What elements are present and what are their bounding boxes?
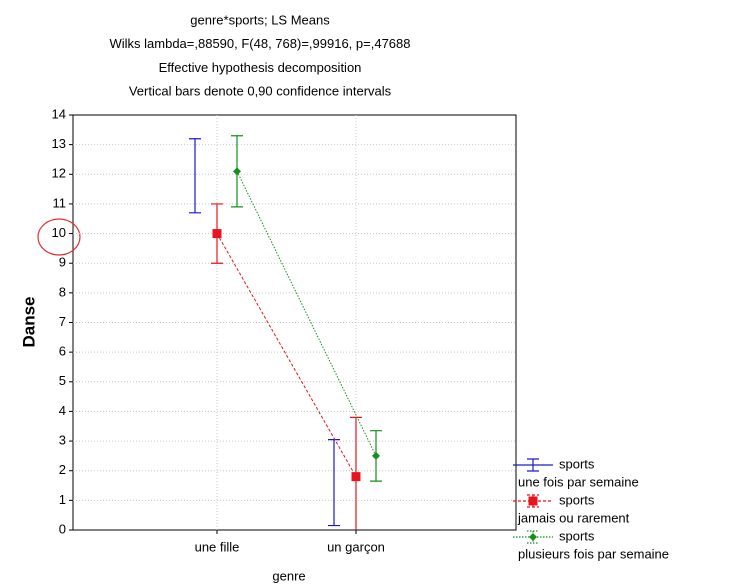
error-bar [189,138,201,214]
chart-title: genre*sports; LS Means [190,12,330,27]
x-tick-label: une fille [195,539,240,554]
y-axis-label: Danse [19,296,38,347]
series-line [216,233,357,477]
y-tick-label: 11 [53,195,67,210]
point [233,167,241,176]
point [351,472,361,482]
y-tick-label: 4 [59,403,66,418]
chart-title: Wilks lambda=,88590, F(48, 768)=,99916, … [109,36,410,51]
legend-symbol [513,458,553,472]
legend-label: une fois par semaine [518,474,639,489]
y-tick-label: 14 [52,106,66,121]
legend-marker [529,533,537,541]
error-bar [328,438,340,527]
y-tick-label: 9 [59,255,66,270]
y-tick-label: 3 [59,433,66,448]
y-tick-label: 8 [59,284,66,299]
y-tick-label: 6 [59,344,66,359]
point [372,451,380,460]
legend-label: sports [559,456,595,471]
y-tick-label: 0 [59,521,66,536]
legend-marker [528,496,538,506]
y-tick-label: 10 [52,225,66,240]
legend-label: sports [559,492,595,507]
y-tick-label: 5 [59,373,66,388]
legend-label: jamais ou rarement [517,510,630,525]
chart-title: Effective hypothesis decomposition [159,60,362,75]
y-tick-label: 1 [59,492,66,507]
y-tick-label: 12 [52,166,66,181]
chart-title: Vertical bars denote 0,90 confidence int… [129,84,392,99]
y-tick-label: 13 [52,136,66,151]
y-tick-label: 7 [59,314,66,329]
y-tick-label: 2 [59,462,66,477]
x-tick-label: un garçon [327,539,385,554]
legend-label: plusieurs fois par semaine [518,546,669,561]
legend-label: sports [559,528,595,543]
highlight-circle [37,218,81,256]
x-axis-label: genre [272,568,305,583]
point [212,229,222,239]
